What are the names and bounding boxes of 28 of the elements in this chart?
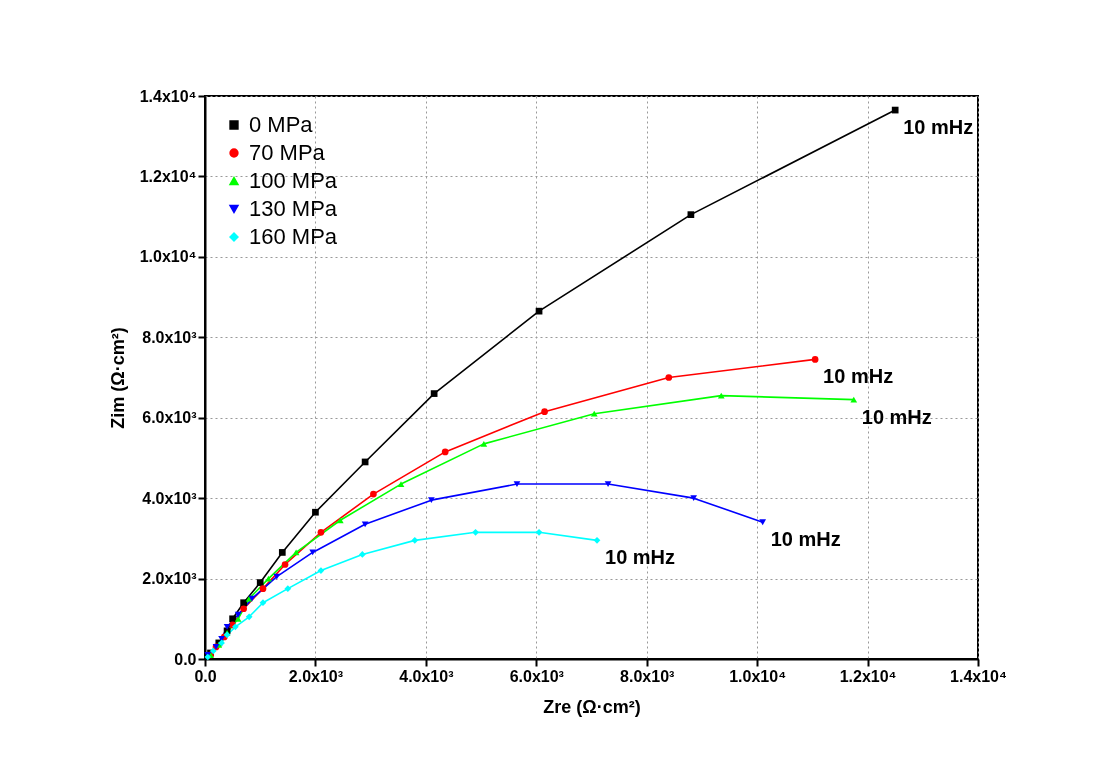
legend-label: 100 MPa <box>249 168 338 193</box>
legend-label: 130 MPa <box>249 196 338 221</box>
x-tick-label: 0.0 <box>194 667 217 685</box>
annotation: 10 mHz <box>861 405 932 428</box>
x-axis-title: Zre (Ω·cm²) <box>543 696 641 717</box>
x-tick-label: 4.0x10³ <box>399 667 454 685</box>
y-tick-label: 1.0x10⁴ <box>139 248 197 266</box>
x-tick-label: 8.0x10³ <box>620 667 675 685</box>
x-tick-label: 1.2x10⁴ <box>839 667 897 685</box>
y-tick-label: 2.0x10³ <box>142 570 197 588</box>
annotation: 10 mHz <box>605 546 676 569</box>
x-tick-label: 2.0x10³ <box>288 667 344 685</box>
y-tick-label: 0.0 <box>174 650 197 668</box>
x-tick-label: 6.0x10³ <box>509 667 564 685</box>
y-tick-label: 8.0x10³ <box>142 328 197 346</box>
y-tick-label: 4.0x10³ <box>142 489 197 507</box>
y-axis-title: Zim (Ω·cm²) <box>107 327 128 429</box>
annotation: 10 mHz <box>823 365 894 388</box>
y-tick-label: 1.4x10⁴ <box>139 87 197 105</box>
legend-label: 160 MPa <box>249 224 338 249</box>
x-tick-label: 1.0x10⁴ <box>729 667 787 685</box>
legend-label: 70 MPa <box>249 140 326 165</box>
annotation: 10 mHz <box>770 528 841 551</box>
legend-label: 0 MPa <box>249 112 314 137</box>
annotation: 10 mHz <box>903 116 974 139</box>
x-tick-label: 1.4x10⁴ <box>950 667 1008 685</box>
y-tick-label: 6.0x10³ <box>142 409 197 427</box>
y-tick-label: 1.2x10⁴ <box>139 167 197 185</box>
